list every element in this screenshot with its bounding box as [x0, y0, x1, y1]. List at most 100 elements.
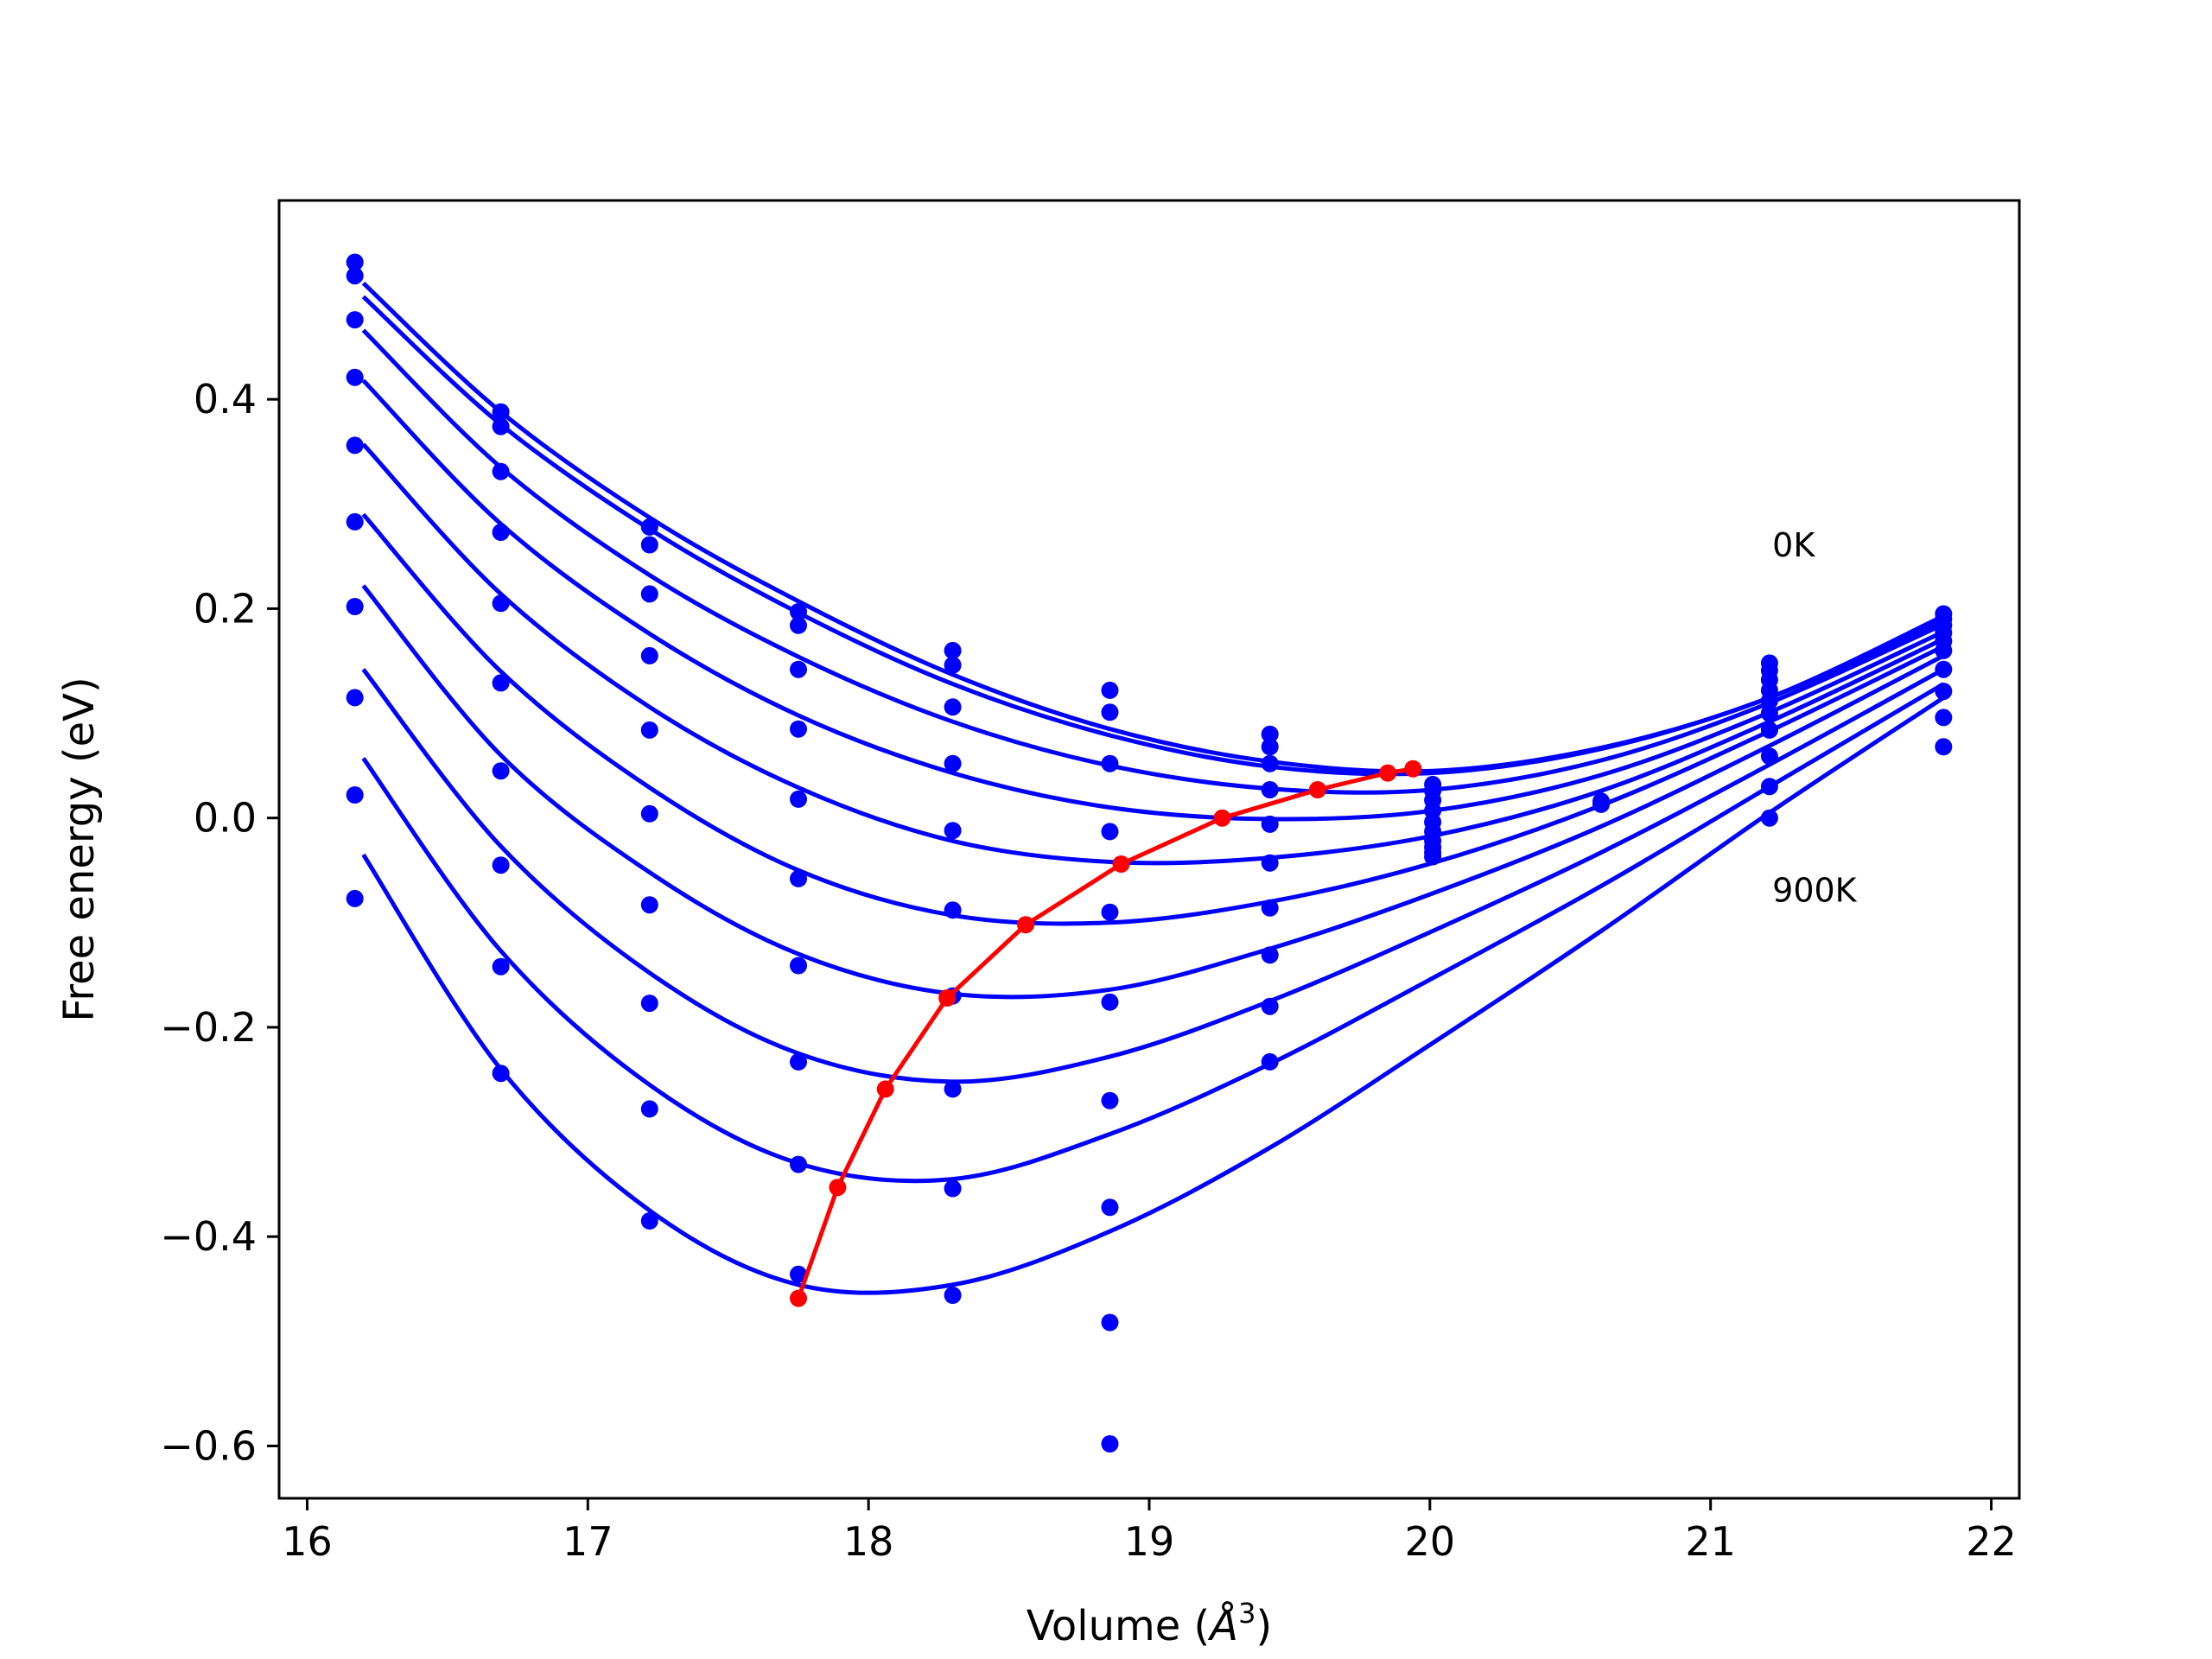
minimum-point — [1379, 764, 1397, 782]
y-tick-label: −0.4 — [160, 1213, 257, 1260]
data-point — [1760, 721, 1778, 739]
fit-curve-4 — [361, 442, 1945, 866]
y-axis-ticks: −0.6 −0.4 −0.2 0.0 0.2 0.4 — [160, 376, 279, 1469]
fit-curve-8 — [361, 682, 1945, 1184]
fit-curve-5 — [361, 512, 1945, 926]
data-point — [640, 1212, 658, 1230]
data-point — [944, 1179, 962, 1198]
minimum-point — [1112, 855, 1130, 873]
y-tick-label: −0.2 — [160, 1004, 257, 1051]
data-point — [1760, 692, 1778, 709]
data-point — [492, 594, 510, 613]
data-point — [492, 403, 510, 421]
data-point — [346, 786, 364, 804]
data-point — [1261, 725, 1279, 743]
data-point — [1592, 795, 1610, 813]
data-point — [492, 856, 510, 874]
data-point — [1424, 848, 1442, 866]
data-point — [944, 754, 962, 772]
data-point — [1101, 1198, 1119, 1217]
data-point — [346, 253, 364, 271]
data-point — [346, 598, 364, 615]
minimum-point — [1017, 916, 1035, 934]
x-tick-label: 16 — [282, 1518, 333, 1565]
data-point — [346, 267, 364, 285]
data-point — [944, 641, 962, 659]
data-point — [346, 889, 364, 907]
data-point — [1261, 946, 1279, 964]
data-point — [790, 1155, 807, 1173]
data-point — [1760, 704, 1778, 722]
x-axis-ticks: 16 17 18 19 20 21 22 — [282, 1498, 2017, 1565]
data-point — [492, 762, 510, 780]
data-point — [346, 311, 364, 329]
x-axis-label-sup: 3 — [1238, 1597, 1255, 1630]
data-point — [790, 720, 807, 738]
data-point — [1261, 1052, 1279, 1071]
data-point — [640, 896, 658, 914]
data-point — [1261, 997, 1279, 1015]
data-point — [1261, 854, 1279, 872]
data-point — [1101, 681, 1119, 699]
minimum-point — [1213, 809, 1231, 827]
y-tick-label: 0.2 — [194, 585, 257, 632]
y-axis-label: Free energy (eV) — [55, 677, 104, 1021]
data-point — [790, 957, 807, 975]
data-point — [1760, 809, 1778, 827]
temperature-annotation: 0K — [1772, 526, 1815, 564]
data-point — [790, 616, 807, 634]
data-point — [1935, 738, 1953, 756]
data-point — [944, 1080, 962, 1098]
data-point — [790, 1052, 807, 1071]
minimum-point — [829, 1179, 847, 1197]
data-point — [1261, 899, 1279, 917]
data-point — [790, 790, 807, 808]
fit-curve-7 — [361, 667, 1945, 1084]
x-tick-label: 17 — [563, 1518, 613, 1565]
data-point — [1261, 754, 1279, 772]
x-axis-label: Volume (Å3) — [1027, 1597, 1272, 1650]
data-point — [790, 603, 807, 620]
data-point — [492, 524, 510, 541]
data-point — [944, 656, 962, 674]
data-point — [640, 721, 658, 739]
data-point — [1101, 1313, 1119, 1332]
data-point — [1101, 823, 1119, 841]
data-point — [492, 1065, 510, 1083]
data-point — [790, 1265, 807, 1283]
x-axis-label-text: Volume ( — [1027, 1602, 1211, 1650]
data-point — [1101, 903, 1119, 921]
minima-line — [790, 760, 1422, 1307]
data-point — [640, 646, 658, 664]
data-point — [640, 536, 658, 554]
data-point — [790, 869, 807, 887]
data-points — [346, 253, 1953, 1452]
y-tick-label: 0.4 — [194, 376, 257, 423]
data-point — [1261, 781, 1279, 798]
data-point — [492, 417, 510, 435]
data-point — [944, 901, 962, 919]
data-point — [790, 660, 807, 678]
data-point — [1261, 738, 1279, 756]
data-point — [1760, 778, 1778, 796]
data-point — [1101, 754, 1119, 772]
data-point — [346, 368, 364, 386]
fit-curve-9 — [361, 696, 1945, 1295]
data-point — [1261, 815, 1279, 833]
fit-curve-1 — [361, 295, 1945, 777]
data-point — [640, 585, 658, 603]
y-tick-label: 0.0 — [194, 795, 257, 842]
fit-curve-3 — [361, 378, 1945, 822]
minimum-point — [790, 1289, 807, 1307]
minima-path — [796, 766, 1414, 1300]
data-point — [944, 1287, 962, 1304]
x-tick-label: 19 — [1124, 1518, 1175, 1565]
data-point — [640, 1100, 658, 1118]
data-point — [1760, 747, 1778, 766]
data-point — [944, 698, 962, 716]
data-point — [346, 512, 364, 531]
data-point — [1101, 1435, 1119, 1452]
temperature-annotation: 900K — [1772, 872, 1858, 910]
x-tick-label: 20 — [1405, 1518, 1456, 1565]
